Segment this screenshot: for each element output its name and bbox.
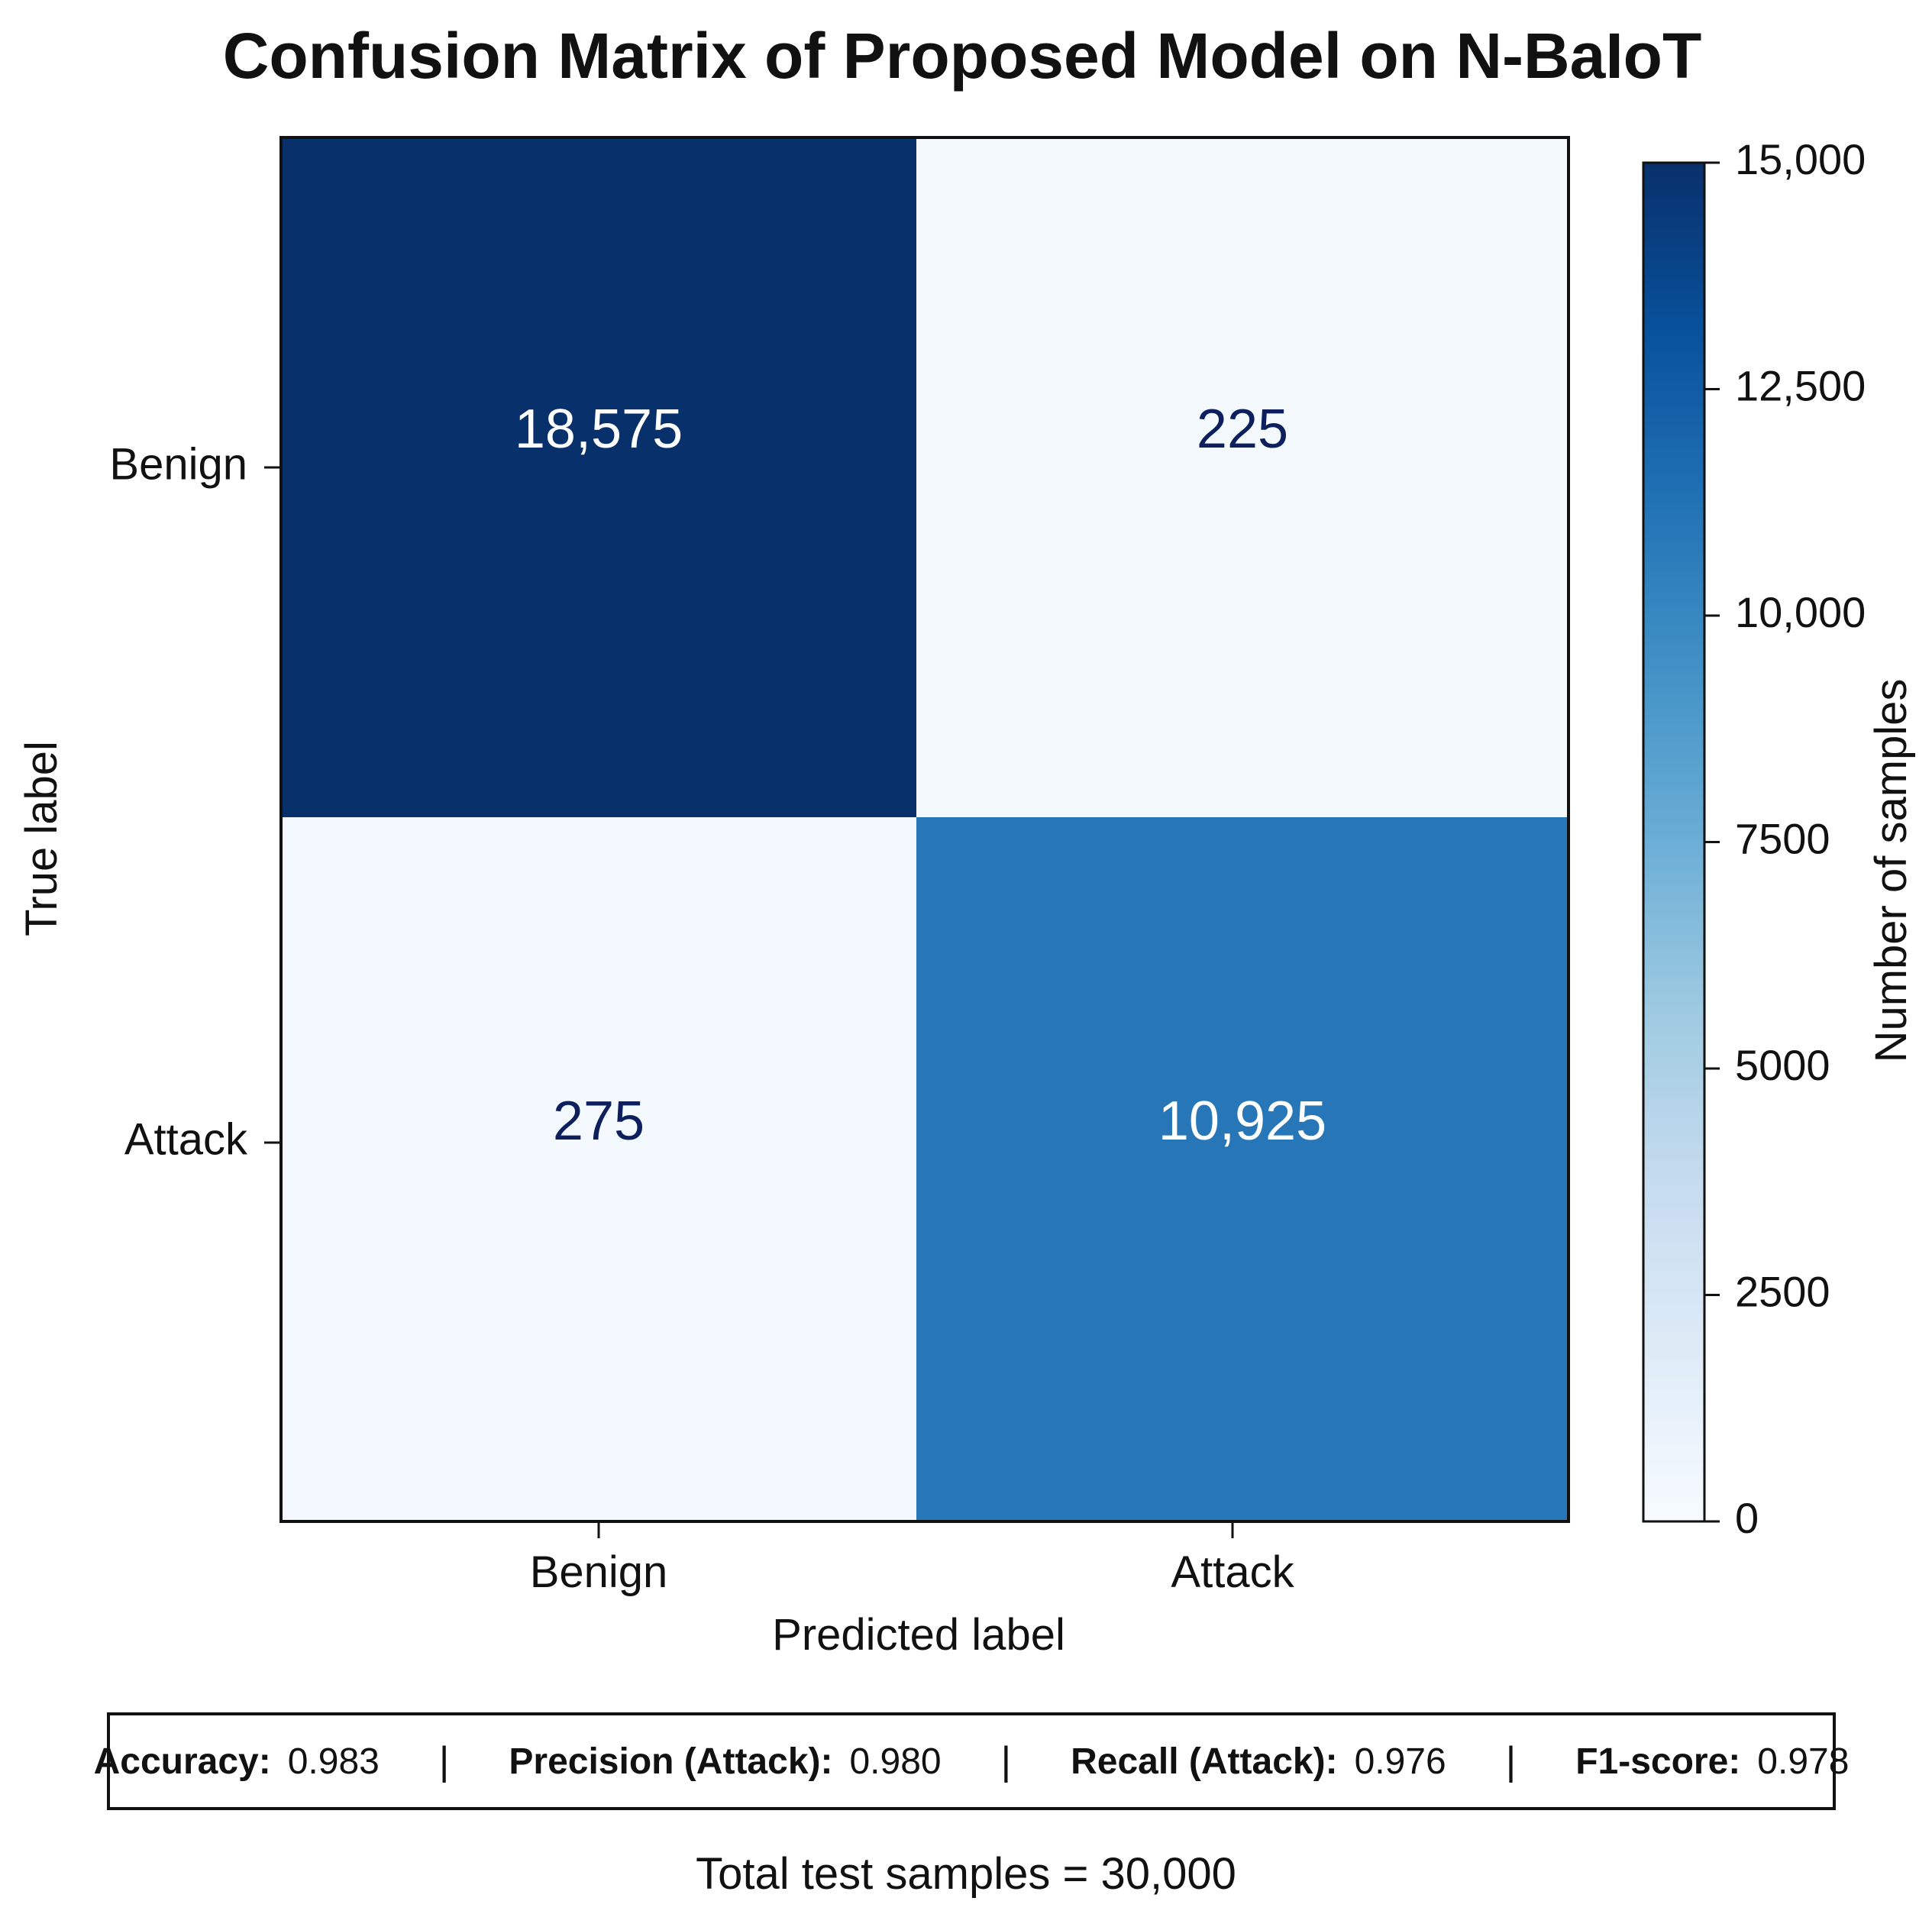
y-axis-label: True label [17,741,66,936]
matrix-cell [916,817,1569,1521]
matrix-cell-value: 18,575 [515,399,683,460]
matrix-cell-labels: 18,575 225 275 10,925 [515,399,1326,1152]
x-axis-ticks: Benign Attack [530,1521,1295,1597]
colorbar-label: Number of samples [1866,679,1916,1063]
y-tick-label: Attack [124,1114,248,1164]
metric-name: Precision (Attack): [509,1741,833,1782]
matrix-cell-value: 275 [553,1091,645,1152]
metric-recall: Recall (Attack): 0.976 [1071,1741,1446,1783]
matrix-cell [916,137,1569,817]
metric-accuracy: Accuracy: 0.983 [94,1741,380,1783]
matrix-cell [281,137,916,817]
colorbar [1642,161,1706,1523]
matrix-cell [281,817,916,1521]
matrix-cell-value: 225 [1197,399,1288,460]
chart-title: Confusion Matrix of Proposed Model on N-… [223,20,1702,92]
colorbar-tick-label: 10,000 [1735,588,1866,636]
metric-name: Recall (Attack): [1071,1741,1338,1782]
metric-value: 0.980 [849,1741,942,1782]
metric-precision: Precision (Attack): 0.980 [509,1741,941,1783]
matrix-cell-value: 10,925 [1158,1091,1326,1152]
colorbar-tick-label: 0 [1735,1494,1759,1542]
colorbar-ticks: 0 2500 5000 7500 10,000 12,500 15,000 [1704,135,1866,1542]
colorbar-tick-label: 15,000 [1735,135,1866,183]
x-tick-label: Attack [1171,1547,1294,1597]
matrix-cells [281,137,1569,1521]
metric-name: Accuracy: [93,1741,271,1782]
metric-value: 0.978 [1757,1741,1850,1782]
metrics-box: Accuracy: 0.983 | Precision (Attack): 0.… [94,1712,1849,1810]
metric-value: 0.983 [287,1741,380,1782]
colorbar-tick-label: 7500 [1735,814,1830,862]
colorbar-tick-label: 2500 [1735,1267,1830,1315]
metric-separator: | [1505,1739,1517,1783]
metric-name: F1-score: [1575,1741,1741,1782]
y-tick-label: Benign [109,439,247,489]
metric-f1: F1-score: 0.978 [1575,1741,1849,1783]
matrix-frame [279,136,1570,1523]
metric-value: 0.976 [1354,1741,1446,1782]
y-axis-ticks: Benign Attack [109,439,281,1164]
metric-separator: | [1000,1739,1012,1783]
colorbar-tick-label: 12,500 [1735,361,1866,409]
colorbar-tick-label: 5000 [1735,1041,1830,1089]
metric-separator: | [438,1739,450,1783]
x-tick-label: Benign [530,1547,668,1597]
total-samples-text: Total test samples = 30,000 [696,1849,1236,1899]
x-axis-label: Predicted label [772,1610,1065,1660]
